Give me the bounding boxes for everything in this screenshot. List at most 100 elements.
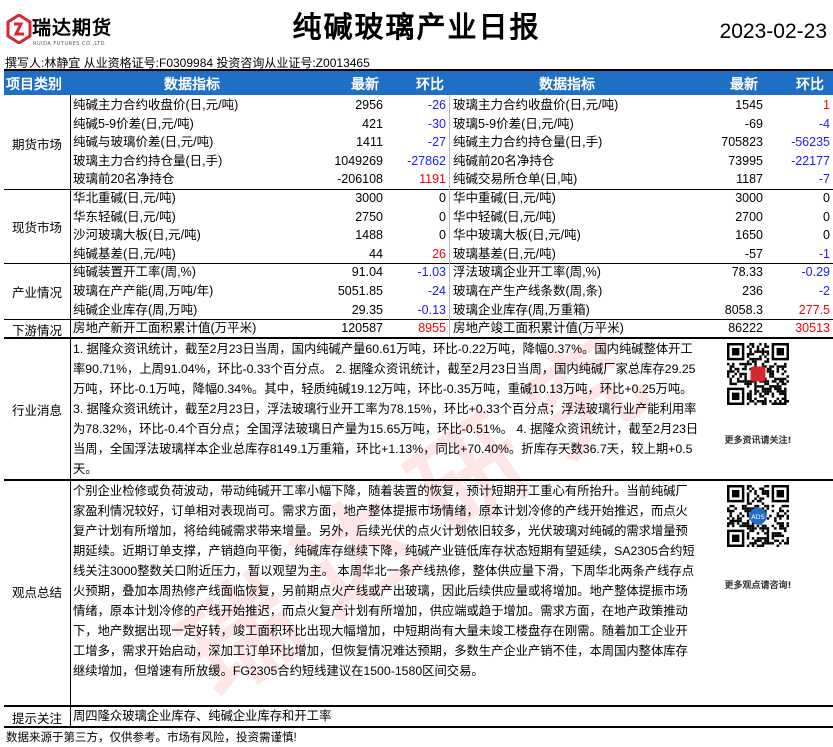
latest-value: 236 — [742, 284, 763, 298]
category-label: 产业情况 — [11, 286, 62, 301]
divider — [4, 69, 833, 71]
indicator: 纯碱5-9价差(日,元/吨) — [73, 116, 194, 131]
change-value: 277.5 — [798, 302, 830, 317]
latest-value: 5051.85 — [337, 284, 383, 298]
latest-value: 2956 — [355, 98, 383, 112]
latest-value: 44 — [369, 246, 383, 261]
table-row: 纯碱装置开工率(周,%) 91.04 -1.03 浮法玻璃企业开工率(周,%) 78.3… — [0, 263, 833, 282]
table-row: 纯碱5-9价差(日,元/吨) 421 -30 玻璃5-9价差(日,元/吨) -69 -4 — [0, 115, 833, 134]
col-indicator: 数据指标 — [164, 77, 220, 93]
category-label: 现货市场 — [11, 221, 62, 236]
report-date: 2023-02-23 — [719, 20, 827, 43]
indicator: 玻璃企业库存(周,万重箱) — [453, 302, 590, 317]
divider — [4, 262, 833, 265]
table-row: 华东轻碱(日,元/吨) 2750 0 华中轻碱(日,元/吨) 2700 0 — [0, 208, 833, 227]
latest-value: 1049269 — [334, 153, 383, 168]
change-value: 0 — [823, 228, 830, 243]
col-change-2: 环比 — [796, 77, 824, 93]
latest-value: 120587 — [341, 321, 383, 336]
indicator: 玻璃在产生产线条数(周,条) — [453, 284, 603, 298]
change-value: -26 — [427, 98, 446, 112]
page-title: 纯碱玻璃产业日报 — [292, 10, 541, 44]
qr-caption: 更多资讯请关注! — [724, 436, 792, 446]
indicator: 沙河玻璃大板(日,元/吨) — [73, 228, 201, 243]
indicator: 纯碱前20名净持仓 — [453, 153, 555, 168]
indicator: 纯碱企业库存(周,万吨) — [73, 302, 198, 317]
category-label: 期货市场 — [11, 137, 62, 152]
indicator: 华中轻碱(日,元/吨) — [453, 209, 556, 224]
change-value: -30 — [427, 116, 446, 131]
tips-category: 提示关注 — [11, 712, 62, 726]
logo-subtext: RUIDA FUTURES CO.,LTD. — [33, 41, 108, 47]
indicator: 华中重碱(日,元/吨) — [453, 191, 556, 205]
col-change: 环比 — [416, 77, 444, 93]
change-value: 1 — [823, 98, 830, 112]
indicator: 华中玻璃大板(日,元/吨) — [453, 228, 581, 243]
change-value: 0 — [439, 228, 446, 243]
latest-value: -57 — [744, 246, 763, 261]
latest-value: 2700 — [735, 209, 763, 224]
indicator: 玻璃主力合约收盘价(日,元/吨) — [453, 98, 619, 112]
logo-text: 瑞达期货 — [32, 17, 113, 39]
author-info: 撰写人:林静宜 从业资格证号:F0309984 投资咨询从业证号:Z001346… — [5, 56, 370, 70]
change-value: -1.03 — [417, 265, 447, 280]
latest-value: 3000 — [355, 191, 383, 205]
indicator: 房地产新开工面积累计值(万平米) — [73, 321, 257, 336]
change-value: -0.13 — [417, 302, 447, 317]
indicator: 玻璃5-9价差(日,元/吨) — [453, 116, 574, 131]
change-value: 0 — [439, 209, 446, 224]
change-value: -0.29 — [801, 265, 831, 280]
disclaimer: 数据来源于第三方，仅供参考。市场有风险，投资需谨慎! — [6, 732, 297, 744]
table-row: 纯碱主力合约收盘价(日,元/吨) 2956 -26 玻璃主力合约收盘价(日,元/吨) 1… — [0, 96, 833, 115]
latest-value: 1187 — [736, 172, 763, 187]
table-row: 纯碱企业库存(周,万吨) 29.35 -0.13 玻璃企业库存(周,万重箱) 8058.… — [0, 301, 833, 320]
table-row: 玻璃在产产能(周,万吨/年) 5051.85 -24 玻璃在产生产线条数(周,条) 23… — [0, 282, 833, 301]
change-value: 0 — [823, 209, 830, 224]
indicator: 纯碱主力合约收盘价(日,元/吨) — [73, 98, 239, 112]
company-logo: 瑞达期货 RUIDA FUTURES CO.,LTD. — [6, 12, 136, 50]
divider — [449, 95, 450, 338]
change-value: 0 — [823, 191, 830, 205]
latest-value: 1411 — [356, 135, 383, 150]
indicator: 纯碱基差(日,元/吨) — [73, 246, 176, 261]
svg-text:ADS: ADS — [751, 513, 764, 521]
table-row: 房地产新开工面积累计值(万平米) 120587 8955 房地产竣工面积累计值(万平米… — [0, 319, 833, 338]
logo-mark-icon — [6, 14, 32, 44]
change-value: 0 — [439, 191, 446, 205]
latest-value: -69 — [744, 116, 763, 131]
views-text: 个别企业检修或负荷波动，带动纯碱开工率小幅下降，随着装置的恢复，预计短期开工重心… — [73, 484, 695, 678]
indicator: 玻璃在产产能(周,万吨/年) — [73, 284, 214, 298]
latest-value: 1650 — [735, 228, 763, 243]
table-row: 沙河玻璃大板(日,元/吨) 1488 0 华中玻璃大板(日,元/吨) 1650 0 — [0, 226, 833, 245]
latest-value: 8058.3 — [724, 302, 763, 317]
indicator: 纯碱主力合约持仓量(日,手) — [453, 135, 603, 150]
col-latest: 最新 — [351, 77, 379, 93]
col-latest-2: 最新 — [730, 77, 758, 93]
table-row: 玻璃主力合约持仓量(日,手) 1049269 -27862 纯碱前20名净持仓 7399… — [0, 152, 833, 171]
divider — [4, 318, 833, 321]
category-label: 下游情况 — [11, 323, 62, 338]
latest-value: 29.35 — [351, 302, 383, 317]
indicator: 玻璃主力合约持仓量(日,手) — [73, 153, 223, 168]
change-value: -27862 — [407, 153, 446, 168]
col-category: 项目类别 — [6, 77, 62, 93]
latest-value: 73995 — [728, 153, 763, 168]
latest-value: 1488 — [355, 228, 383, 243]
qr-code-icon — [727, 343, 789, 405]
change-value: -2 — [818, 284, 830, 298]
latest-value: 86222 — [728, 321, 763, 336]
latest-value: -206108 — [337, 172, 383, 187]
table-header: 项目类别 数据指标 最新 环比 数据指标 最新 环比 — [4, 71, 833, 95]
change-value: -7 — [818, 172, 830, 187]
latest-value: 1545 — [735, 98, 763, 112]
latest-value: 3000 — [735, 191, 763, 205]
latest-value: 705823 — [721, 135, 763, 150]
indicator: 纯碱交易所仓单(日,吨) — [453, 172, 578, 187]
change-value: -4 — [818, 116, 830, 131]
change-value: 30513 — [795, 321, 830, 336]
tips-text: 周四隆众玻璃企业库存、纯碱企业库存和开工率 — [73, 709, 332, 723]
table-row: 纯碱与玻璃价差(日,元/吨) 1411 -27 纯碱主力合约持仓量(日,手) 70582… — [0, 133, 833, 152]
indicator: 玻璃前20名净持仓 — [73, 172, 175, 187]
indicator: 浮法玻璃企业开工率(周,%) — [453, 265, 601, 280]
change-value: 1191 — [419, 172, 446, 187]
